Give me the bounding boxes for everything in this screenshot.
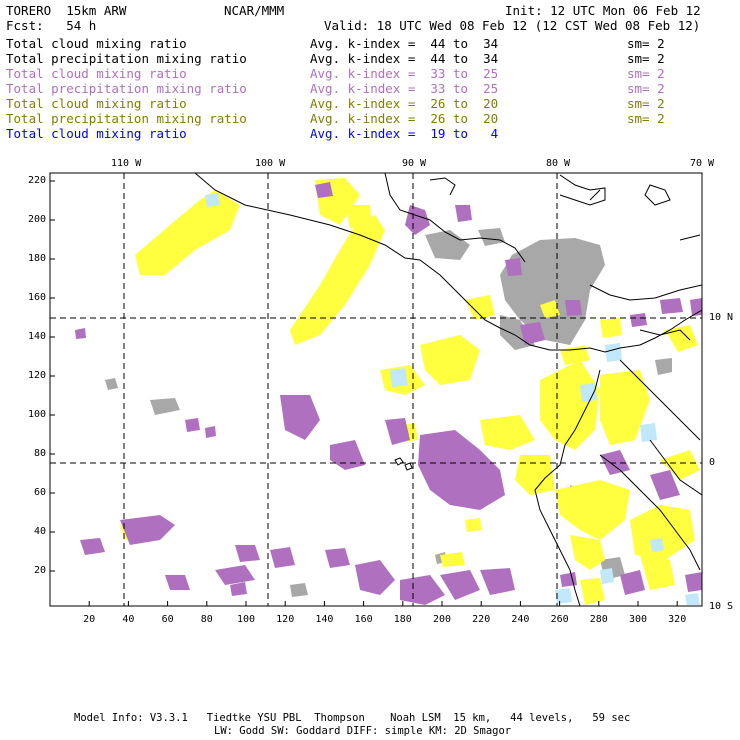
field-name: Total precipitation mixing ratio <box>6 81 247 96</box>
x-tick-label: 220 <box>472 614 491 625</box>
field-smoothing: sm= 2 <box>627 66 665 81</box>
field-range: Avg. k-index = 44 to 34 <box>310 36 499 51</box>
field-range: Avg. k-index = 44 to 34 <box>310 51 499 66</box>
plot-frame <box>49 172 703 607</box>
field-range: Avg. k-index = 33 to 25 <box>310 81 499 96</box>
x-tick-label: 120 <box>276 614 295 625</box>
y-tick-label: 80 <box>33 448 46 459</box>
lat-label-0: 0 <box>709 457 716 468</box>
lon-label-80w: 80 W <box>546 158 571 169</box>
init-time: Init: 12 UTC Mon 06 Feb 12 <box>505 3 701 18</box>
x-tick-label: 180 <box>393 614 412 625</box>
field-range: Avg. k-index = 19 to 4 <box>310 126 499 141</box>
x-tick-label: 240 <box>511 614 530 625</box>
y-tick-label: 20 <box>33 565 46 576</box>
model-name: TORERO 15km ARW <box>6 3 127 18</box>
y-tick-label: 40 <box>33 526 46 537</box>
field-name: Total cloud mixing ratio <box>6 66 187 81</box>
y-tick-label: 120 <box>27 370 46 381</box>
field-smoothing: sm= 2 <box>627 111 665 126</box>
coastlines <box>194 173 702 606</box>
lightblue-areas <box>205 193 700 605</box>
x-tick-label: 320 <box>668 614 687 625</box>
y-tick-label: 160 <box>27 292 46 303</box>
purple-areas <box>75 182 702 605</box>
grey-cloud-areas <box>105 228 672 597</box>
field-smoothing: sm= 2 <box>627 81 665 96</box>
model-info-line2: LW: Godd SW: Goddard DIFF: simple KM: 2D… <box>214 725 512 737</box>
latlon-grid <box>50 173 702 606</box>
y-tick-label: 140 <box>27 331 46 342</box>
y-tick-label: 200 <box>27 214 46 225</box>
x-tick-label: 40 <box>122 614 135 625</box>
y-tick-label: 100 <box>27 409 46 420</box>
field-name: Total precipitation mixing ratio <box>6 51 247 66</box>
field-name: Total cloud mixing ratio <box>6 126 187 141</box>
field-range: Avg. k-index = 26 to 20 <box>310 96 499 111</box>
field-range: Avg. k-index = 33 to 25 <box>310 66 499 81</box>
x-tick-label: 20 <box>83 614 96 625</box>
field-smoothing: sm= 2 <box>627 36 665 51</box>
x-tick-label: 200 <box>432 614 452 625</box>
x-tick-label: 300 <box>628 614 648 625</box>
forecast-hour: Fcst: 54 h <box>6 18 97 33</box>
field-smoothing: sm= 2 <box>627 96 665 111</box>
lon-label-70w: 70 W <box>690 158 715 169</box>
organization: NCAR/MMM <box>224 3 285 18</box>
lat-label-10s: 10 S <box>709 601 734 612</box>
x-tick-label: 80 <box>200 614 213 625</box>
lon-label-110w: 110 W <box>111 158 142 169</box>
lon-label-100w: 100 W <box>255 158 286 169</box>
field-range: Avg. k-index = 26 to 20 <box>310 111 499 126</box>
lon-label-90w: 90 W <box>402 158 427 169</box>
x-tick-label: 140 <box>315 614 334 625</box>
y-tick-label: 180 <box>27 253 46 264</box>
x-tick-label: 60 <box>161 614 174 625</box>
x-tick-label: 100 <box>236 614 256 625</box>
y-tick-label: 60 <box>33 487 46 498</box>
axis-ticks <box>50 180 678 606</box>
valid-time: Valid: 18 UTC Wed 08 Feb 12 (12 CST Wed … <box>324 18 701 33</box>
lat-label-10n: 10 N <box>709 312 734 323</box>
field-name: Total cloud mixing ratio <box>6 36 187 51</box>
field-smoothing: sm= 2 <box>627 51 665 66</box>
x-tick-label: 280 <box>589 614 608 625</box>
y-tick-label: 220 <box>27 175 46 186</box>
x-tick-label: 160 <box>354 614 373 625</box>
yellow-areas <box>120 178 700 605</box>
field-name: Total precipitation mixing ratio <box>6 111 247 126</box>
field-name: Total cloud mixing ratio <box>6 96 187 111</box>
x-tick-label: 260 <box>550 614 569 625</box>
model-info-line1: Model Info: V3.3.1 Tiedtke YSU PBL Thomp… <box>74 712 631 724</box>
